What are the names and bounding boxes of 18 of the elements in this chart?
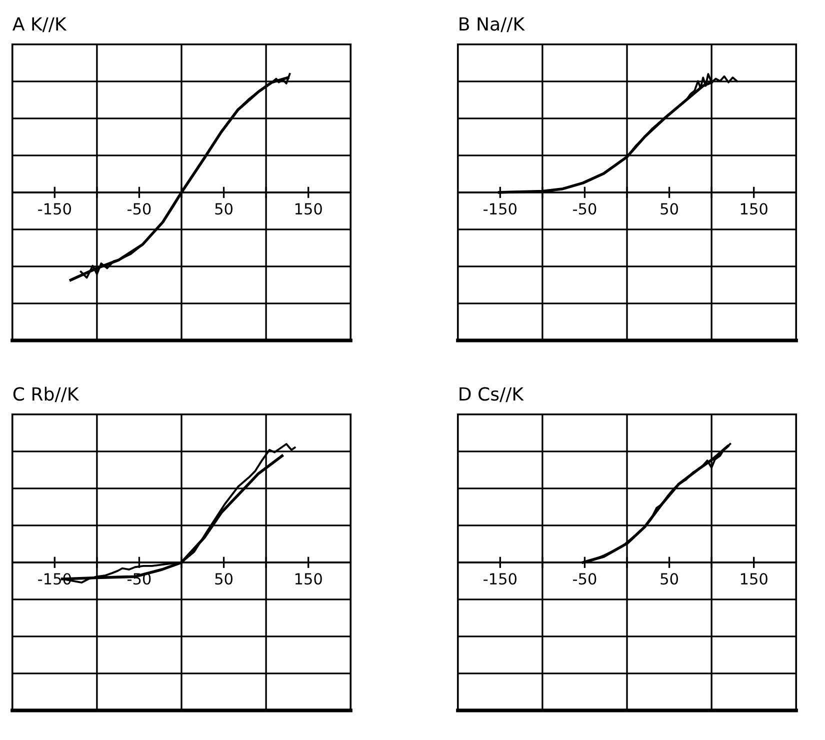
x-tick-label: -150 <box>484 203 516 215</box>
x-tick-label: 50 <box>660 203 678 215</box>
chart-title: A K//K <box>12 17 67 32</box>
x-tick-label: 150 <box>295 203 322 215</box>
x-tick-label: -50 <box>572 573 596 585</box>
x-tick-label: -50 <box>572 203 596 215</box>
x-tick-label: 150 <box>295 573 322 585</box>
chart-title: D Cs//K <box>460 387 524 402</box>
x-tick-label: 50 <box>215 573 232 585</box>
x-tick-label: 150 <box>740 573 768 585</box>
chart-title: B Na//K <box>460 17 525 32</box>
x-tick-label: -150 <box>484 573 516 585</box>
x-tick-label: 50 <box>215 203 232 215</box>
x-tick-label: 150 <box>740 203 768 215</box>
chart-title: C Rb//K <box>13 386 80 402</box>
x-tick-label: -50 <box>127 203 151 215</box>
x-tick-label: 50 <box>660 573 678 585</box>
x-tick-label: -150 <box>38 203 71 215</box>
